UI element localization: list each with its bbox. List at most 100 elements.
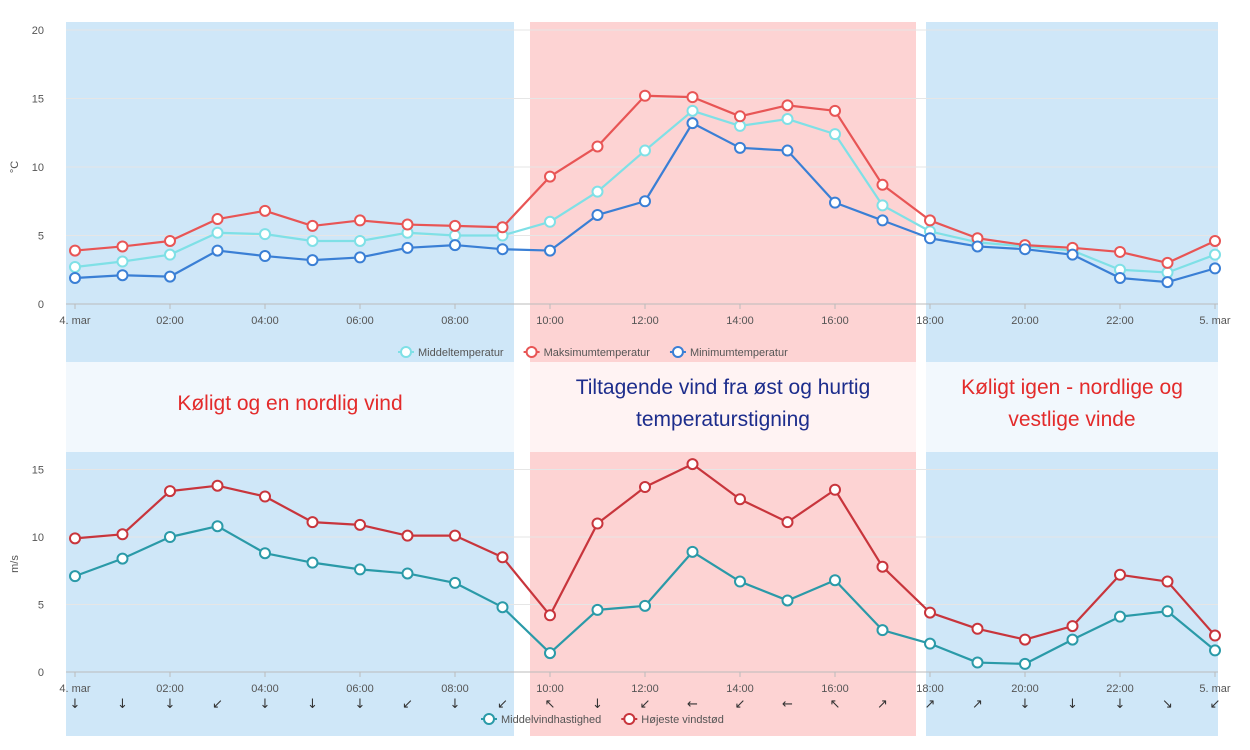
- wind-ytick-5: 5: [38, 600, 44, 612]
- wind-series-0-point-21: [1066, 633, 1079, 646]
- temp-series-0-point-2: [164, 248, 176, 261]
- wind-xtick-6: 12:00: [631, 683, 659, 695]
- wind-direction-arrow-11: ↓: [592, 697, 603, 712]
- wind-direction-arrow-21: ↓: [1067, 697, 1078, 712]
- temp-series-1-point-7: [401, 218, 414, 231]
- temp-legend-label-2: Minimumtemperatur: [690, 347, 788, 359]
- wind-direction-arrow-22: ↓: [1115, 697, 1126, 712]
- wind-xtick-11: 22:00: [1106, 683, 1134, 695]
- temp-series-2-point-11: [591, 208, 604, 221]
- wind-xtick-5: 10:00: [536, 683, 564, 695]
- temp-series-1-point-15: [781, 99, 794, 112]
- wind-series-1-point-2: [164, 485, 176, 498]
- temp-series-2-point-23: [1161, 276, 1174, 289]
- wind-legend-marker-1: [623, 713, 636, 725]
- temp-series-0-point-0: [69, 261, 81, 274]
- wind-series-1-point-12: [639, 481, 651, 494]
- temp-series-1-point-12: [639, 89, 651, 102]
- wind-ytick-15: 15: [32, 465, 44, 477]
- temp-xtick-10: 20:00: [1011, 315, 1039, 327]
- wind-xtick-1: 02:00: [156, 683, 184, 695]
- temp-series-1-point-8: [449, 219, 461, 232]
- wind-series-1-point-6: [354, 518, 366, 531]
- temp-series-1-point-11: [591, 140, 604, 153]
- wind-series-1-point-18: [924, 606, 936, 619]
- wind-direction-arrow-8: ↓: [450, 697, 461, 712]
- temp-series-2-point-14: [734, 141, 746, 154]
- wind-series-0-point-12: [639, 599, 651, 612]
- temp-series-0-point-15: [781, 113, 794, 126]
- wind-xtick-8: 16:00: [821, 683, 849, 695]
- temp-series-0-point-8: [449, 229, 461, 242]
- temp-xtick-11: 22:00: [1106, 315, 1134, 327]
- temp-series-0-point-10: [544, 215, 556, 228]
- temp-ytick-0: 0: [38, 299, 44, 311]
- temp-series-0-point-14: [734, 119, 746, 132]
- wind-xtick-12: 5. mar: [1199, 683, 1231, 695]
- temp-series-2-point-22: [1114, 271, 1126, 284]
- wind-series-0-point-8: [449, 576, 461, 589]
- annotation-strip: [66, 362, 1218, 452]
- wind-direction-arrow-20: ↓: [1020, 697, 1031, 712]
- annotation-cool-again: Køligt igen - nordlige og vestlige vinde: [961, 376, 1183, 431]
- wind-direction-arrow-6: ↓: [355, 697, 366, 712]
- wind-series-1-point-10: [544, 609, 556, 622]
- wind-series-1-point-16: [829, 483, 841, 496]
- wind-legend-label-1: Højeste vindstød: [641, 714, 724, 726]
- temp-series-2-point-13: [686, 117, 699, 130]
- temp-series-1-point-22: [1114, 245, 1126, 258]
- wind-xtick-4: 08:00: [441, 683, 469, 695]
- wind-series-1-point-1: [116, 528, 129, 541]
- wind-series-0-point-6: [354, 563, 366, 576]
- wind-direction-arrow-4: ↓: [260, 697, 271, 712]
- temp-series-2-point-19: [971, 240, 984, 253]
- temp-series-1-point-17: [876, 178, 889, 191]
- wind-direction-arrow-10: ↖: [545, 697, 556, 712]
- wind-direction-arrow-2: ↓: [165, 697, 176, 712]
- wind-series-0-point-9: [496, 601, 509, 614]
- temp-series-1-point-3: [211, 213, 224, 226]
- wind-series-0-point-17: [876, 624, 889, 637]
- temp-series-2-point-15: [781, 144, 794, 157]
- wind-xtick-7: 14:00: [726, 683, 754, 695]
- temp-series-1-point-10: [544, 170, 556, 183]
- temp-series-2-point-10: [544, 244, 556, 257]
- wind-series-0-point-3: [211, 520, 224, 533]
- temp-ytick-20: 20: [32, 25, 44, 37]
- temp-series-2-point-9: [496, 243, 509, 256]
- temp-ytick-15: 15: [32, 94, 44, 106]
- temp-series-2-point-16: [829, 196, 841, 209]
- temp-ylabel: °C: [9, 161, 21, 173]
- temp-series-1-point-24: [1209, 234, 1221, 247]
- wind-series-0-point-23: [1161, 605, 1174, 618]
- temp-legend-label-0: Middeltemperatur: [418, 347, 504, 359]
- wind-series-0-point-22: [1114, 610, 1126, 623]
- wind-legend-marker-0: [483, 713, 495, 725]
- wind-series-0-point-2: [164, 531, 176, 543]
- temp-series-2-point-24: [1209, 262, 1221, 275]
- temp-xtick-12: 5. mar: [1199, 315, 1231, 327]
- wind-series-0-point-0: [69, 570, 81, 583]
- temp-ytick-5: 5: [38, 231, 44, 243]
- temp-series-0-point-11: [591, 185, 604, 198]
- wind-series-0-point-18: [924, 637, 936, 650]
- wind-series-0-point-11: [591, 603, 604, 616]
- temp-series-1-point-5: [306, 219, 319, 232]
- wind-series-1-point-24: [1209, 629, 1221, 642]
- temp-series-1-point-6: [354, 214, 366, 227]
- temp-xtick-6: 12:00: [631, 315, 659, 327]
- temp-series-2-point-6: [354, 251, 366, 264]
- temp-series-2-point-12: [639, 195, 651, 208]
- wind-direction-arrow-9: ↙: [497, 697, 508, 712]
- wind-ytick-10: 10: [32, 532, 44, 544]
- temp-series-1-point-14: [734, 110, 746, 123]
- temp-legend-label-1: Maksimumtemperatur: [544, 347, 651, 359]
- temp-series-1-point-16: [829, 104, 841, 117]
- wind-series-0-point-13: [686, 545, 699, 558]
- wind-series-1-point-8: [449, 529, 461, 542]
- wind-series-1-point-14: [734, 493, 746, 506]
- temp-xtick-9: 18:00: [916, 315, 944, 327]
- wind-series-1-point-7: [401, 529, 414, 542]
- temp-series-2-point-4: [259, 250, 271, 263]
- temp-series-1-point-4: [259, 204, 271, 217]
